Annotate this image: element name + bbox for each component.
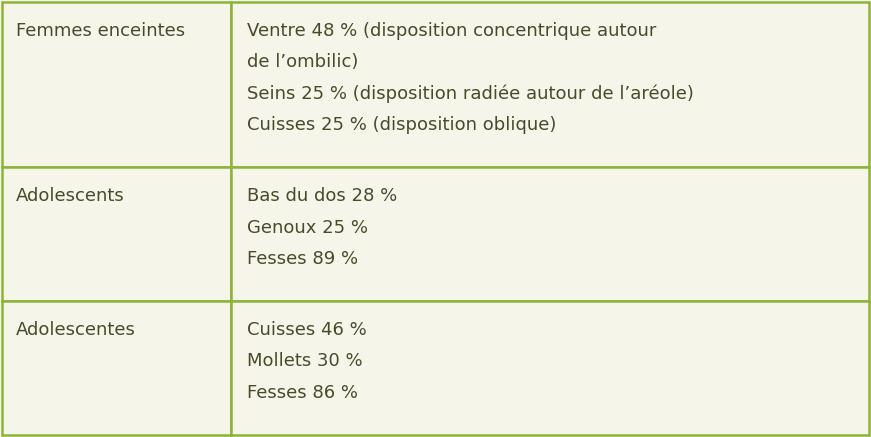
Text: Femmes enceintes: Femmes enceintes — [16, 22, 186, 40]
Text: Genoux 25 %: Genoux 25 % — [246, 218, 368, 236]
Text: Bas du dos 28 %: Bas du dos 28 % — [246, 187, 397, 205]
Text: Adolescentes: Adolescentes — [16, 321, 136, 339]
Bar — [231, 301, 869, 435]
Bar — [2, 2, 231, 167]
Bar — [231, 2, 869, 167]
Text: Fesses 89 %: Fesses 89 % — [246, 250, 358, 268]
Text: Seins 25 % (disposition radiée autour de l’aréole): Seins 25 % (disposition radiée autour de… — [246, 85, 693, 103]
Text: Adolescents: Adolescents — [16, 187, 125, 205]
Bar — [231, 167, 869, 301]
Text: de l’ombilic): de l’ombilic) — [246, 53, 358, 71]
Bar — [2, 301, 231, 435]
Text: Mollets 30 %: Mollets 30 % — [246, 352, 362, 371]
Text: Fesses 86 %: Fesses 86 % — [246, 384, 358, 402]
Text: Cuisses 25 % (disposition oblique): Cuisses 25 % (disposition oblique) — [246, 116, 557, 134]
Bar — [2, 167, 231, 301]
Text: Ventre 48 % (disposition concentrique autour: Ventre 48 % (disposition concentrique au… — [246, 22, 656, 40]
Text: Cuisses 46 %: Cuisses 46 % — [246, 321, 367, 339]
